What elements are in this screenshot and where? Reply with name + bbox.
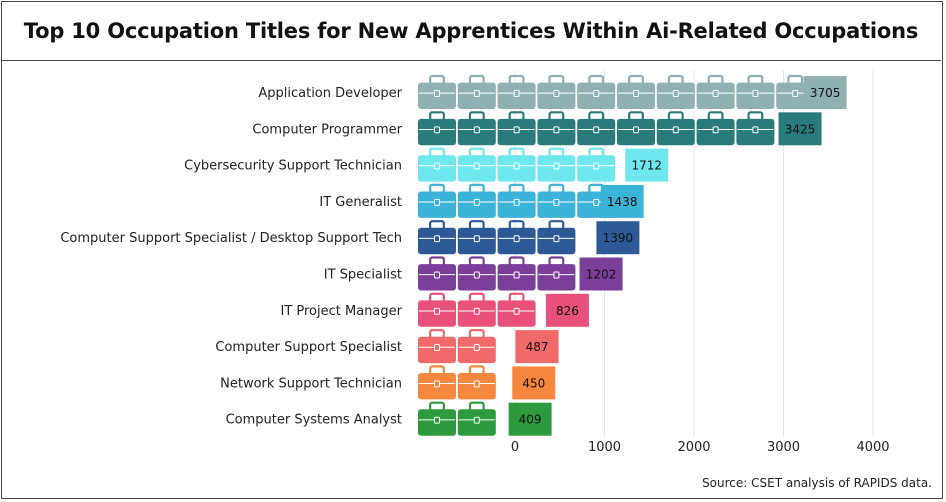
briefcase-icon — [457, 111, 496, 146]
briefcase-icon — [537, 183, 576, 218]
briefcase-icon — [457, 183, 496, 218]
briefcase-icon — [457, 220, 496, 255]
bar — [600, 184, 644, 218]
x-tick-label: 0 — [511, 440, 519, 455]
briefcase-icon — [656, 111, 695, 146]
x-tick-label: 2000 — [677, 440, 710, 455]
briefcase-icon — [537, 220, 576, 255]
title-band: Top 10 Occupation Titles for New Apprent… — [1, 1, 941, 61]
briefcase-icon — [736, 74, 775, 109]
briefcase-icon — [577, 147, 616, 182]
data-label: 3705 — [810, 86, 841, 100]
category-label: Computer Support Specialist — [215, 340, 402, 355]
briefcase-icon — [457, 147, 496, 182]
data-label: 409 — [519, 413, 542, 427]
briefcase-icon — [457, 329, 496, 364]
briefcase-icon — [457, 292, 496, 327]
briefcase-icon — [696, 74, 735, 109]
briefcase-icon — [497, 256, 536, 291]
briefcase-icon — [457, 74, 496, 109]
briefcase-icon — [418, 365, 456, 400]
x-tick-label: 3000 — [767, 440, 800, 455]
briefcase-icon — [497, 220, 536, 255]
briefcase-icon — [736, 111, 775, 146]
briefcase-icon — [537, 111, 576, 146]
bar — [579, 257, 623, 291]
bars: Application Developer 3705 Computer Progra… — [60, 74, 847, 436]
briefcase-icon — [497, 292, 536, 327]
briefcase-icon — [656, 74, 695, 109]
data-label: 1390 — [603, 231, 634, 245]
chart-title: Top 10 Occupation Titles for New Apprent… — [23, 18, 919, 43]
bar — [508, 402, 552, 436]
briefcase-icon — [418, 183, 456, 218]
category-label: Computer Support Specialist / Desktop Su… — [60, 231, 402, 246]
briefcase-icon — [418, 256, 456, 291]
briefcase-icon — [418, 74, 456, 109]
data-label: 1712 — [631, 159, 662, 173]
data-label: 1438 — [607, 195, 638, 209]
briefcase-icon — [577, 111, 616, 146]
x-axis: 0 1000 2000 3000 4000 — [511, 440, 890, 455]
category-label: Application Developer — [258, 86, 402, 101]
x-tick-label: 4000 — [856, 440, 889, 455]
bar — [778, 112, 822, 146]
briefcase-icon — [457, 365, 496, 400]
data-label: 487 — [526, 340, 549, 354]
bar — [803, 76, 847, 109]
bar — [512, 366, 556, 400]
category-label: Computer Systems Analyst — [226, 413, 402, 428]
briefcase-icon — [457, 401, 496, 436]
briefcase-icon — [457, 256, 496, 291]
briefcase-icon — [418, 401, 456, 436]
briefcase-icon — [497, 111, 536, 146]
bar — [545, 293, 589, 327]
category-label: IT Generalist — [319, 195, 402, 210]
category-label: IT Project Manager — [280, 304, 402, 319]
category-label: Computer Programmer — [252, 122, 402, 137]
bar — [515, 330, 559, 364]
x-tick-label: 1000 — [588, 440, 621, 455]
data-label: 826 — [556, 304, 579, 318]
category-label: IT Specialist — [324, 268, 402, 283]
briefcase-icon — [418, 220, 456, 255]
briefcase-icon — [497, 74, 536, 109]
briefcase-icon — [418, 147, 456, 182]
source-note: Source: CSET analysis of RAPIDS data. — [702, 476, 932, 490]
briefcase-icon — [418, 111, 456, 146]
briefcase-icon — [497, 147, 536, 182]
bar — [625, 148, 669, 182]
briefcase-icon — [696, 111, 735, 146]
briefcase-icon — [497, 183, 536, 218]
briefcase-icon — [537, 147, 576, 182]
briefcase-icon — [418, 329, 456, 364]
bar — [596, 221, 640, 255]
briefcase-icon — [617, 111, 655, 146]
data-label: 450 — [522, 376, 545, 390]
category-label: Network Support Technician — [220, 376, 402, 391]
briefcase-icon — [537, 256, 576, 291]
briefcase-icon — [577, 74, 616, 109]
data-label: 3425 — [785, 122, 816, 136]
briefcase-icon — [418, 292, 456, 327]
data-label: 1202 — [586, 268, 617, 282]
briefcase-icon — [537, 74, 576, 109]
briefcase-icon — [617, 74, 655, 109]
category-label: Cybersecurity Support Technician — [184, 159, 402, 174]
